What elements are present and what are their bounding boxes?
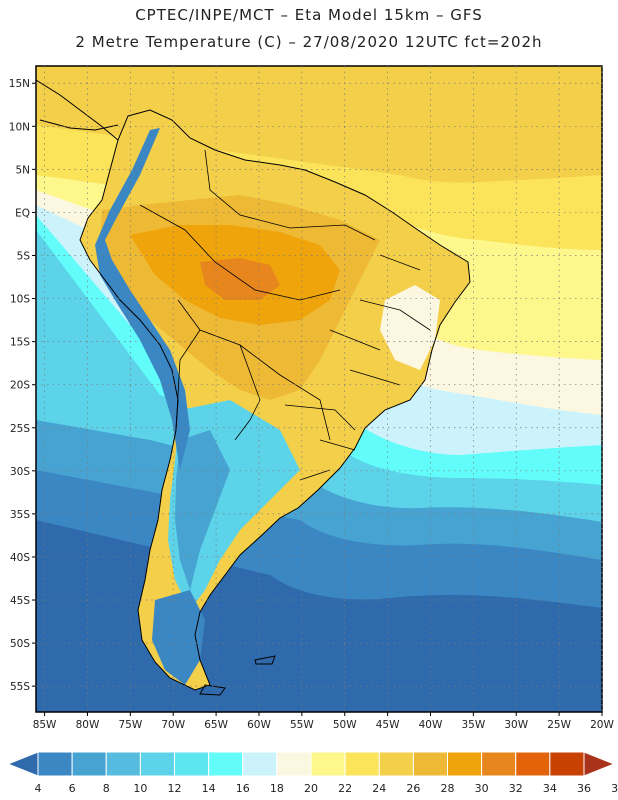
graticule: [32, 66, 603, 716]
andes-cold-strip: [95, 128, 190, 470]
legend-swatch: [549, 751, 585, 777]
legend-level-label: 20: [304, 782, 318, 795]
legend-swatch: [515, 751, 551, 777]
lon-tick-label: 75W: [118, 719, 142, 731]
legend-swatch: [242, 751, 278, 777]
lat-tick-label: 10S: [10, 294, 30, 306]
longitude-labels: 85W 80W 75W 70W 65W 60W 55W 50W 45W 40W 35W 30W 25W 2…: [33, 719, 615, 731]
legend-level-label: 26: [406, 782, 420, 795]
legend-level-label: 14: [202, 782, 216, 795]
legend-swatch: [447, 751, 483, 777]
legend-swatch: [344, 751, 380, 777]
lon-tick-label: 50W: [333, 719, 357, 731]
legend-swatch: [276, 751, 312, 777]
lon-tick-label: 45W: [376, 719, 400, 731]
central-america-coast: [36, 79, 119, 141]
legend-level-label: 18: [270, 782, 284, 795]
legend-level-label: 28: [441, 782, 455, 795]
map-field: [36, 66, 602, 712]
legend-level-label: 34: [543, 782, 557, 795]
brazil-highlands-cream: [380, 285, 440, 370]
title-line-2: 2 Metre Temperature (C) – 27/08/2020 12U…: [75, 33, 543, 51]
legend-level-label: 38: [611, 782, 618, 795]
lon-tick-label: 40W: [419, 719, 443, 731]
legend-swatch: [208, 751, 244, 777]
legend-low-arrow: [6, 751, 39, 777]
coastline: [79, 109, 471, 691]
lat-tick-label: 10N: [9, 121, 30, 133]
legend-level-label: 30: [475, 782, 489, 795]
lon-tick-label: 70W: [161, 719, 185, 731]
temperature-map: 15N 10N 5N EQ 5S 10S 15S 20S 25S 30S 35S 40S 45S 50S 5…: [9, 65, 615, 731]
legend-level-label: 22: [338, 782, 352, 795]
legend-swatches: [6, 751, 616, 777]
lat-tick-label: 45S: [10, 595, 30, 607]
lat-tick-label: EQ: [15, 207, 30, 219]
legend-level-label: 12: [168, 782, 182, 795]
country-borders: [139, 149, 431, 481]
lat-tick-label: 15S: [10, 337, 30, 349]
color-legend: 4 6 8 10 12 14 16 18 20 22 24 26 28 30 32 34 36 38: [6, 751, 618, 795]
legend-swatch: [174, 751, 210, 777]
lon-tick-label: 35W: [461, 719, 485, 731]
lon-tick-label: 55W: [290, 719, 314, 731]
land-deep-orange-zone: [200, 258, 280, 300]
lat-tick-label: 35S: [10, 509, 30, 521]
lat-tick-label: 5S: [17, 250, 31, 262]
legend-level-label: 6: [69, 782, 76, 795]
lon-tick-label: 60W: [247, 719, 271, 731]
legend-swatch: [412, 751, 448, 777]
legend-level-label: 4: [35, 782, 42, 795]
lat-tick-label: 50S: [10, 638, 30, 650]
legend-high-arrow: [583, 751, 616, 777]
legend-level-label: 8: [103, 782, 110, 795]
legend-level-label: 36: [577, 782, 591, 795]
legend-swatch: [378, 751, 414, 777]
latitude-labels: 15N 10N 5N EQ 5S 10S 15S 20S 25S 30S 35S 40S 45S 50S 5…: [9, 78, 31, 693]
legend-level-label: 16: [236, 782, 250, 795]
lat-tick-label: 25S: [10, 423, 30, 435]
legend-swatch: [139, 751, 175, 777]
lat-tick-label: 40S: [10, 552, 30, 564]
land-mid-south: [175, 430, 230, 590]
legend-level-label: 24: [372, 782, 386, 795]
legend-level-label: 32: [509, 782, 523, 795]
legend-swatch: [71, 751, 107, 777]
ocean-gold-band: [36, 66, 602, 183]
legend-swatch: [310, 751, 346, 777]
lon-tick-label: 25W: [547, 719, 571, 731]
legend-swatch: [105, 751, 141, 777]
legend-labels: 4 6 8 10 12 14 16 18 20 22 24 26 28 30 32 34 36 38: [35, 782, 618, 795]
lat-tick-label: 30S: [10, 466, 30, 478]
lat-tick-label: 15N: [9, 78, 30, 90]
lat-tick-label: 5N: [15, 164, 30, 176]
lon-tick-label: 65W: [204, 719, 228, 731]
land-deep-south: [152, 590, 205, 685]
lat-tick-label: 55S: [10, 681, 30, 693]
lat-tick-label: 20S: [10, 380, 30, 392]
lon-tick-label: 85W: [33, 719, 57, 731]
lon-tick-label: 30W: [504, 719, 528, 731]
map-frame: [35, 65, 603, 713]
legend-swatch: [481, 751, 517, 777]
title-line-1: CPTEC/INPE/MCT – Eta Model 15km – GFS: [135, 6, 483, 24]
lon-tick-label: 20W: [590, 719, 614, 731]
tierra-del-fuego-coast: [199, 655, 276, 696]
legend-swatch: [37, 751, 73, 777]
lon-tick-label: 80W: [76, 719, 100, 731]
legend-level-label: 10: [133, 782, 147, 795]
